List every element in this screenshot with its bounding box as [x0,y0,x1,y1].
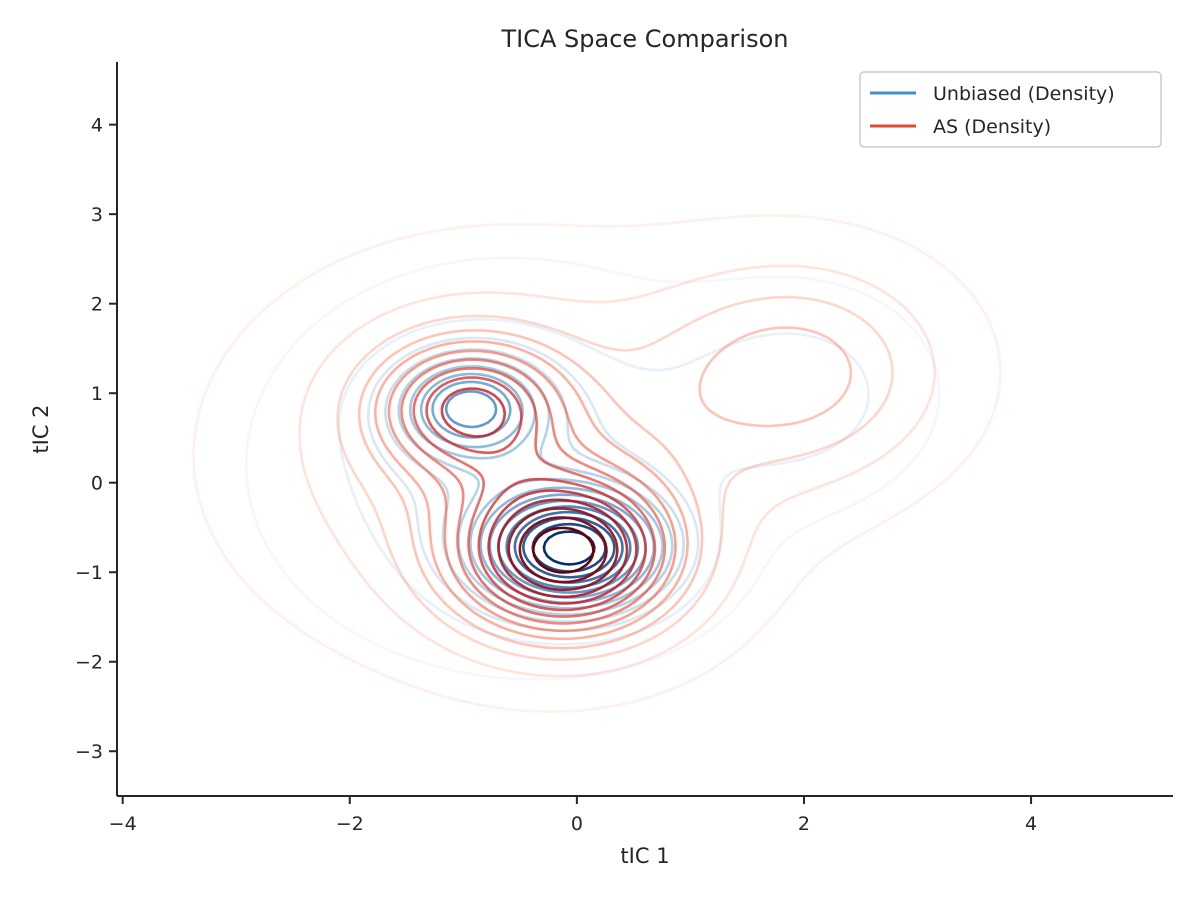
contour-level [412,367,657,618]
x-tick-label: −4 [109,813,137,835]
x-tick-label: −2 [336,813,364,835]
contour-level [400,358,667,625]
x-axis-label: tIC 1 [620,844,669,868]
contour-level [192,214,1002,713]
axes: −4 −2 0 2 4 −3 −2 −1 0 1 2 3 4 [75,62,1173,835]
y-tick-label: 0 [91,473,103,495]
y-tick-label: 1 [91,383,103,405]
contour-level [298,264,936,678]
y-tick-label: 4 [91,115,103,137]
contour-level [387,349,677,633]
contour-level [357,326,853,650]
y-axis-label: tIC 2 [29,404,53,453]
x-tick-label: 0 [571,813,583,835]
contour-level [497,498,629,599]
contour-level [522,516,616,579]
legend: Unbiased (Density) AS (Density) [859,71,1162,148]
legend-entry-label: Unbiased (Density) [933,83,1115,105]
contour-level [518,516,608,584]
contour-level [336,295,894,661]
y-tick-label: −3 [75,741,103,763]
contour-level [374,340,689,641]
legend-entry-label: AS (Density) [933,116,1051,138]
contour-level [425,376,647,612]
y-tick-label: −1 [75,562,103,584]
y-tick-label: −2 [75,652,103,674]
contour-level [440,387,638,605]
y-tick-label: 2 [91,294,103,316]
contour-level [244,256,941,681]
y-tick-label: 3 [91,204,103,226]
contour-plot-area [192,214,1002,713]
x-tick-label: 4 [1025,813,1037,835]
chart-title: TICA Space Comparison [500,25,788,53]
contour-level [507,507,619,592]
contour-level [532,526,595,574]
x-tick-label: 2 [798,813,810,835]
legend-frame [859,71,1162,148]
contour-series-1 [192,214,1002,713]
